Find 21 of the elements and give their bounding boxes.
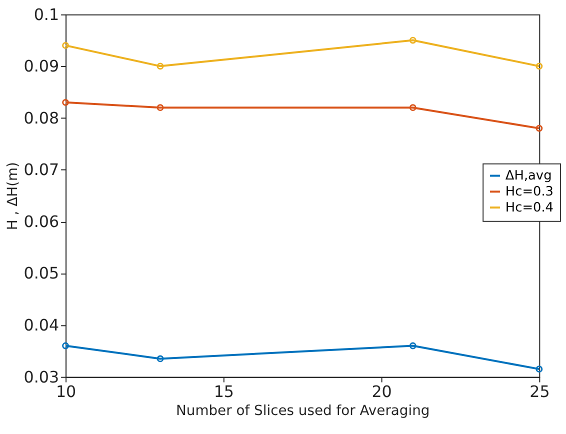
x-tick-label: 25 — [530, 382, 550, 402]
y-tick-label: 0.05 — [24, 264, 60, 283]
legend-label: Hc=0.4 — [505, 200, 554, 216]
point — [156, 355, 164, 362]
point — [409, 104, 416, 112]
y-tick-label: 0.08 — [24, 108, 60, 128]
x-axis-title: Number of Slices used for Averaging — [176, 403, 430, 420]
point — [409, 342, 416, 350]
y-tick-label: 0.06 — [24, 212, 60, 231]
point — [409, 36, 416, 44]
point — [156, 62, 164, 70]
x-tick-label: 20 — [372, 382, 392, 402]
y-tick-label: 0.09 — [24, 56, 60, 76]
x-tick-label: 15 — [214, 382, 234, 402]
legend-label: Hc=0.3 — [505, 184, 554, 200]
y-axis-title: H , ΔH(m) — [4, 162, 21, 230]
y-tick-label: 0.1 — [34, 4, 60, 24]
point — [156, 104, 164, 112]
y-tick-label: 0.04 — [24, 316, 60, 335]
y-tick-label: 0.07 — [24, 160, 60, 180]
legend-label: ΔH,avg — [505, 168, 552, 184]
